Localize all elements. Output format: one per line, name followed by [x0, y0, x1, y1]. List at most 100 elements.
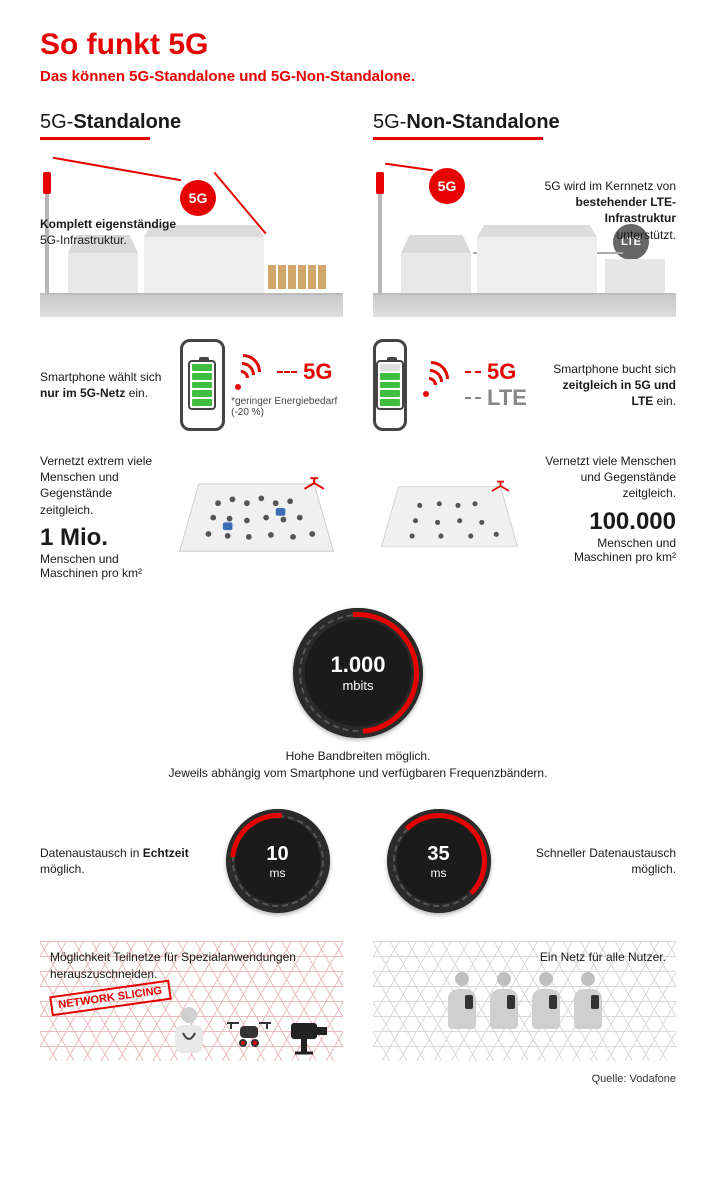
heading-prefix: 5G- — [40, 111, 73, 133]
density-desc-left: Vernetzt extrem viele Menschen und Gegen… — [40, 453, 160, 518]
gauge-unit: ms — [431, 866, 447, 880]
person-icon — [487, 972, 521, 1032]
phone-icon — [180, 339, 225, 431]
text: extrem viele — [87, 454, 152, 468]
gauge-unit: mbits — [342, 678, 373, 693]
text: für alle Nutzer — [589, 950, 663, 964]
page-title: So funkt 5G — [40, 28, 676, 62]
illustration-infra-nsa: 5G LTE 5G wird im Kernnetz von bestehend… — [373, 162, 676, 317]
infra-desc-right: 5G wird im Kernnetz von bestehender LTE-… — [516, 178, 676, 243]
text: Smartphone wählt sich — [40, 370, 161, 384]
text: für Spezialanwendungen — [164, 950, 296, 964]
row-density: Vernetzt extrem viele Menschen und Gegen… — [40, 453, 676, 580]
signal-icon — [419, 359, 459, 399]
badge-5g: 5G — [180, 180, 216, 216]
bandwidth-caption: Hohe Bandbreiten möglich. Jeweils abhäng… — [40, 748, 676, 782]
hex-panel-allusers: Ein Netz für alle Nutzer. — [373, 941, 676, 1061]
latency-desc-right: Schneller Datenaustausch möglich. — [516, 845, 676, 877]
text: Menschen und Gegenstände zeitgleich. — [40, 470, 119, 516]
badge-5g: 5G — [429, 168, 465, 204]
infra-desc-left: Komplett eigenständige 5G-Infrastruktur. — [40, 216, 176, 248]
heading-standalone: 5G-Standalone — [40, 111, 343, 134]
text: Komplett — [40, 217, 92, 231]
phone-icon — [373, 339, 407, 431]
heading-strong: Standalone — [73, 111, 181, 133]
gauge-latency-right: 35 ms — [387, 809, 491, 913]
slicing-desc-left: Möglichkeit Teilnetze für Spezialanwendu… — [50, 949, 333, 981]
drone-icon — [221, 1013, 277, 1055]
density-value-left: 1 Mio. — [40, 524, 160, 552]
battery-icon — [188, 360, 216, 410]
density-desc-right: Vernetzt viele Menschen und Gegenstände … — [536, 453, 676, 502]
row-bandwidth: 1.000 mbits Hohe Bandbreiten möglich. Je… — [40, 608, 676, 782]
row-phone: Smartphone wählt sich nur im 5G-Netz ein… — [40, 339, 676, 431]
heading-non-standalone: 5G-Non-Standalone — [373, 111, 676, 134]
wire-red-icon — [214, 172, 267, 235]
network-label-lte: LTE — [487, 385, 527, 411]
annex-icon — [605, 259, 665, 293]
row-infrastructure: 5G Komplett eigenständige 5G-Infrastrukt… — [40, 162, 676, 317]
pallets-icon — [268, 265, 338, 293]
hex-panel-slicing: Möglichkeit Teilnetze für Spezialanwendu… — [40, 941, 343, 1061]
text: Datenaustausch in — [40, 846, 143, 860]
gauge-value: 35 — [427, 843, 449, 866]
person-icon — [445, 972, 479, 1032]
gauge-latency-left: 10 ms — [226, 809, 330, 913]
doctor-icon — [167, 1003, 211, 1055]
crowd-plane-icon — [170, 453, 343, 566]
network-label-5g: 5G — [303, 359, 332, 385]
text: Vernetzt — [40, 454, 87, 468]
phone-desc-left: Smartphone wählt sich nur im 5G-Netz ein… — [40, 369, 168, 401]
battery-icon — [376, 360, 404, 410]
text: Möglichkeit Teilnetze — [50, 950, 164, 964]
text: nur im 5G-Netz — [40, 386, 125, 400]
building-large-icon — [477, 237, 597, 293]
source-credit: Quelle: Vodafone — [40, 1073, 676, 1085]
text: Echtzeit — [143, 846, 189, 860]
slicing-desc-right: Ein Netz für alle Nutzer. — [383, 949, 666, 965]
column-headings: 5G-Standalone 5G-Non-Standalone — [40, 111, 676, 140]
text: . — [663, 950, 666, 964]
text: Jeweils abhängig vom Smartphone und verf… — [169, 766, 548, 780]
camera-icon — [287, 1003, 333, 1055]
latency-desc-left: Datenaustausch in Echtzeit möglich. — [40, 845, 200, 877]
network-slicing-stamp: NETWORK SLICING — [49, 979, 171, 1016]
density-unit-left: Menschen und Maschinen pro km² — [40, 552, 160, 580]
network-label-5g: 5G — [487, 359, 516, 385]
heading-underline — [40, 137, 150, 140]
page-subtitle: Das können 5G-Standalone und 5G-Non-Stan… — [40, 68, 676, 85]
heading-underline — [373, 137, 543, 140]
illustration-infra-standalone: 5G Komplett eigenständige 5G-Infrastrukt… — [40, 162, 343, 317]
text: ein. — [657, 394, 676, 408]
text: möglich. — [40, 862, 85, 876]
tower-icon — [373, 178, 387, 293]
gauge-bandwidth: 1.000 mbits — [293, 608, 423, 738]
density-unit-right: Menschen und Maschinen pro km² — [536, 536, 676, 564]
density-value-right: 100.000 — [536, 508, 676, 536]
heading-prefix: 5G- — [373, 111, 406, 133]
dash-icon — [465, 397, 481, 399]
text: bestehender LTE-Infrastruktur — [576, 195, 676, 225]
heading-strong: Non-Standalone — [406, 111, 559, 133]
text: Ein Netz — [540, 950, 589, 964]
text: eigenständige — [95, 217, 176, 231]
building-small-icon — [68, 253, 138, 293]
text: 5G wird im Kernnetz von — [545, 179, 676, 193]
person-icon — [571, 972, 605, 1032]
text: unterstützt. — [617, 228, 676, 242]
wire-red-icon — [53, 157, 181, 182]
footnote: *geringer Energiebedarf (-20 %) — [231, 396, 343, 418]
phone-desc-right: Smartphone bucht sich zeitgleich in 5G u… — [539, 361, 676, 410]
text: 5G-Infrastruktur. — [40, 233, 127, 247]
row-latency: Datenaustausch in Echtzeit möglich. 10 m… — [40, 809, 676, 913]
dash-icon — [465, 371, 481, 373]
text: Hohe Bandbreiten möglich. — [286, 749, 431, 763]
text: herauszuschneiden. — [50, 967, 157, 981]
row-slicing: Möglichkeit Teilnetze für Spezialanwendu… — [40, 941, 676, 1061]
building-small-icon — [401, 253, 471, 293]
road — [40, 295, 343, 317]
signal-icon — [231, 352, 271, 392]
dash-icon — [277, 371, 297, 373]
text: Smartphone bucht sich — [553, 362, 676, 376]
road — [373, 295, 676, 317]
